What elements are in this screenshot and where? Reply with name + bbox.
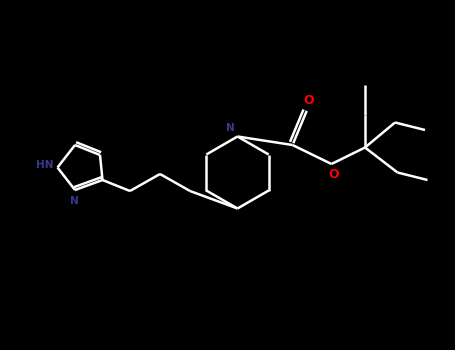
Text: O: O: [329, 168, 339, 182]
Text: HN: HN: [36, 160, 54, 170]
Text: O: O: [303, 93, 314, 106]
Text: N: N: [226, 122, 234, 133]
Text: N: N: [70, 196, 78, 206]
